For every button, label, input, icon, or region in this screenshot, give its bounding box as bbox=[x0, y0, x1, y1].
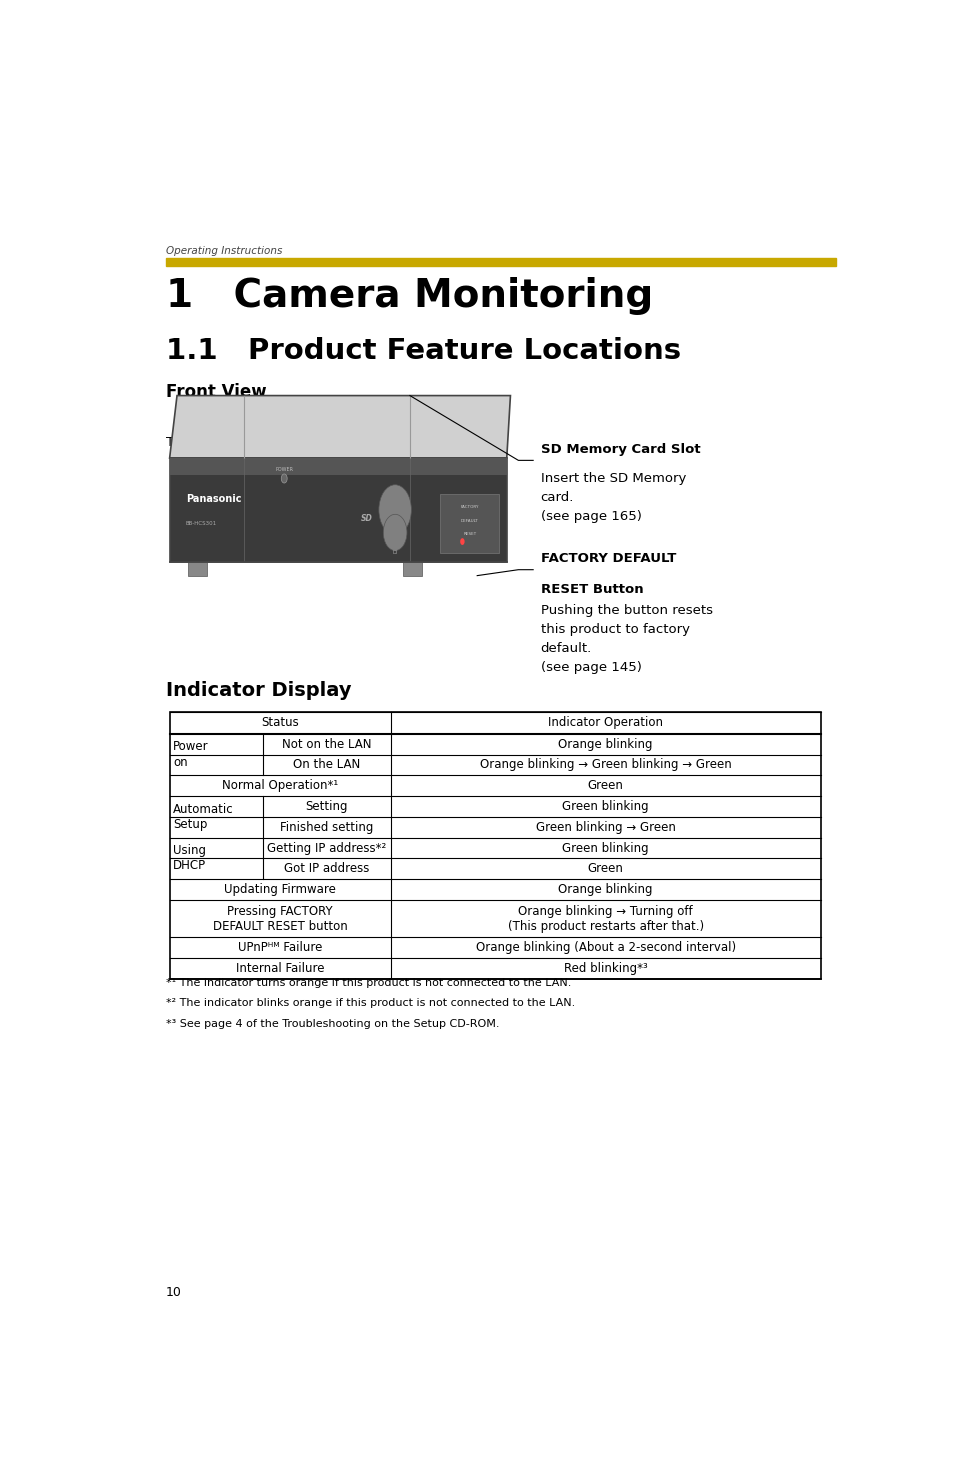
Text: default.: default. bbox=[540, 643, 591, 655]
Text: Internal Failure: Internal Failure bbox=[235, 962, 324, 975]
Text: Indicator Display: Indicator Display bbox=[166, 681, 351, 701]
Bar bbox=[166, 258, 836, 267]
Text: 10: 10 bbox=[166, 1286, 181, 1299]
Text: FACTORY: FACTORY bbox=[460, 506, 478, 509]
Text: Finished setting: Finished setting bbox=[279, 820, 373, 833]
Text: card.: card. bbox=[540, 491, 574, 504]
Text: SD Memory Card Slot: SD Memory Card Slot bbox=[540, 442, 700, 456]
Text: Orange blinking: Orange blinking bbox=[558, 884, 652, 897]
Text: Not on the LAN: Not on the LAN bbox=[281, 738, 371, 751]
Text: Pushing the button resets: Pushing the button resets bbox=[540, 603, 712, 617]
Bar bbox=[170, 712, 820, 978]
Bar bbox=[439, 494, 498, 553]
Text: RESET: RESET bbox=[462, 532, 476, 537]
Circle shape bbox=[459, 538, 464, 544]
Text: Getting IP address*²: Getting IP address*² bbox=[267, 842, 386, 854]
Text: Status: Status bbox=[261, 717, 298, 730]
Text: Operating Instructions: Operating Instructions bbox=[166, 246, 282, 257]
Text: DI: DI bbox=[392, 550, 397, 556]
Text: Automatic
Setup: Automatic Setup bbox=[173, 802, 233, 830]
Text: Power Indicator: Power Indicator bbox=[173, 414, 297, 428]
Text: (see page 145): (see page 145) bbox=[540, 661, 640, 674]
Circle shape bbox=[281, 473, 287, 482]
Circle shape bbox=[378, 485, 411, 535]
Text: Green blinking: Green blinking bbox=[561, 842, 648, 854]
Text: POWER: POWER bbox=[274, 468, 293, 472]
Text: On the LAN: On the LAN bbox=[293, 758, 360, 771]
Text: Updating Firmware: Updating Firmware bbox=[224, 884, 335, 897]
Text: this product to factory: this product to factory bbox=[540, 622, 689, 636]
Text: DEFAULT: DEFAULT bbox=[460, 519, 478, 522]
Text: Orange blinking: Orange blinking bbox=[558, 738, 652, 751]
Text: Green: Green bbox=[587, 779, 623, 792]
Text: BB-HCS301: BB-HCS301 bbox=[186, 521, 216, 527]
Text: (see page 165): (see page 165) bbox=[540, 510, 640, 524]
Text: *² The indicator blinks orange if this product is not connected to the LAN.: *² The indicator blinks orange if this p… bbox=[166, 999, 575, 1009]
Text: Normal Operation*¹: Normal Operation*¹ bbox=[222, 779, 337, 792]
Text: *¹ The indicator turns orange if this product is not connected to the LAN.: *¹ The indicator turns orange if this pr… bbox=[166, 978, 571, 988]
Text: RESET Button: RESET Button bbox=[540, 583, 642, 596]
Text: Got IP address: Got IP address bbox=[284, 863, 369, 875]
Text: *³ See page 4 of the Troubleshooting on the Setup CD-ROM.: *³ See page 4 of the Troubleshooting on … bbox=[166, 1019, 498, 1028]
Text: UPnPᴴᴹ Failure: UPnPᴴᴹ Failure bbox=[237, 941, 322, 954]
Text: FACTORY DEFAULT: FACTORY DEFAULT bbox=[540, 552, 676, 565]
Text: Panasonic: Panasonic bbox=[186, 494, 241, 503]
Text: Orange blinking → Green blinking → Green: Orange blinking → Green blinking → Green bbox=[479, 758, 731, 771]
Text: 1   Camera Monitoring: 1 Camera Monitoring bbox=[166, 277, 653, 316]
Bar bbox=[188, 562, 207, 575]
Text: Using
DHCP: Using DHCP bbox=[173, 845, 206, 872]
Circle shape bbox=[383, 515, 407, 550]
Text: Front View: Front View bbox=[166, 382, 266, 401]
Text: Power
on: Power on bbox=[173, 740, 209, 768]
Text: The color display shows this product's status.: The color display shows this product's s… bbox=[166, 435, 469, 448]
Text: SD: SD bbox=[361, 515, 373, 524]
Text: Orange blinking (About a 2-second interval): Orange blinking (About a 2-second interv… bbox=[475, 941, 735, 954]
Text: Setting: Setting bbox=[305, 799, 348, 813]
Text: Pressing FACTORY
DEFAULT RESET button: Pressing FACTORY DEFAULT RESET button bbox=[213, 904, 347, 932]
Bar bbox=[170, 459, 506, 562]
Text: Orange blinking → Turning off
(This product restarts after that.): Orange blinking → Turning off (This prod… bbox=[507, 904, 703, 932]
Bar bbox=[170, 459, 506, 475]
Text: Green blinking → Green: Green blinking → Green bbox=[535, 820, 675, 833]
Polygon shape bbox=[170, 395, 510, 459]
Text: 1.1   Product Feature Locations: 1.1 Product Feature Locations bbox=[166, 338, 680, 366]
Bar bbox=[403, 562, 421, 575]
Text: Green: Green bbox=[587, 863, 623, 875]
Text: Red blinking*³: Red blinking*³ bbox=[563, 962, 647, 975]
Text: Indicator Operation: Indicator Operation bbox=[547, 717, 662, 730]
Text: Insert the SD Memory: Insert the SD Memory bbox=[540, 472, 685, 485]
Text: Green blinking: Green blinking bbox=[561, 799, 648, 813]
